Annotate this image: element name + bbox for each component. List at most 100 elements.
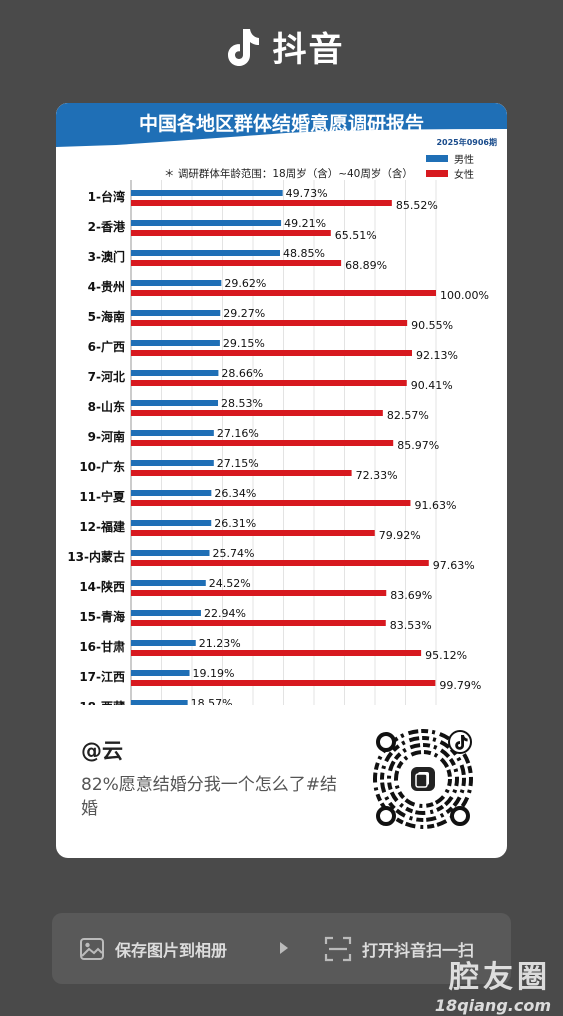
male-bar [131,670,190,676]
female-bar [131,350,412,356]
report-banner [56,103,507,147]
female-bar [131,500,411,506]
legend-male-label: 男性 [454,155,474,166]
female-bar [131,470,352,476]
qr-code-icon [373,729,473,829]
play-arrow-icon [280,942,288,954]
legend-male: 男性 [426,151,474,166]
category-label: 4-贵州 [88,279,125,294]
male-bar [131,550,210,556]
female-value-label: 83.53% [390,619,432,632]
open-scan-button[interactable]: 打开抖音扫一扫 [324,913,474,984]
app-name: 抖音 [272,30,345,70]
open-scan-label: 打开抖音扫一扫 [362,940,475,960]
category-label: 8-山东 [88,399,125,414]
category-label: 11-宁夏 [79,489,126,504]
female-value-label: 90.41% [411,379,453,392]
category-label: 1-台湾 [88,189,125,204]
category-label: 3-澳门 [88,249,125,264]
watermark: 腔友圈 18qiang.com [435,952,551,1015]
male-value-label: 27.15% [217,457,259,470]
female-value-label: 65.51% [335,229,377,242]
male-bar [131,580,206,586]
male-bar [131,190,283,196]
female-value-label: 95.12% [425,649,467,662]
category-label: 15-青海 [79,609,125,624]
male-bar [131,340,220,346]
legend-female: 女性 [426,166,474,181]
male-value-label: 29.27% [223,307,265,320]
female-value-label: 92.13% [416,349,458,362]
male-bar [131,370,219,376]
watermark-main: 腔友圈 [449,960,551,995]
male-value-label: 19.19% [193,667,235,680]
male-value-label: 49.73% [286,187,328,200]
female-bar [131,530,375,536]
male-bar [131,250,280,256]
female-value-label: 91.63% [414,499,456,512]
female-value-label: 82.57% [387,409,429,422]
female-bar [131,230,331,236]
female-bar [131,440,394,446]
report-image: 中国各地区群体结婚意愿调研报告 2025年0906期 ＊ 调研群体年龄范围：18… [56,103,507,705]
douyin-brand: 抖音 [0,22,563,71]
female-value-label: 97.63% [433,559,475,572]
category-label: 10-广东 [79,459,125,474]
category-label: 16-甘肃 [79,639,125,654]
female-value-label: 100.00% [440,289,489,302]
female-bar [131,410,383,416]
category-label: 7-河北 [88,369,125,384]
female-bar [131,290,436,296]
post-caption: 82%愿意结婚分我一个怎么了#结婚 [81,775,338,819]
male-bar [131,700,188,705]
bottom-action-bar: 保存图片到相册 打开抖音扫一扫 [52,913,511,984]
category-label: 6-广西 [88,339,125,354]
male-bar [131,310,221,316]
category-label: 14-陕西 [79,579,125,594]
legend-female-swatch [426,170,448,177]
male-bar [131,400,219,406]
category-label: 17-江西 [79,669,125,684]
female-bar [131,380,407,386]
watermark-url: 18qiang.com [434,996,551,1015]
male-bar [131,520,212,526]
male-value-label: 22.94% [204,607,246,620]
male-value-label: 24.52% [209,577,251,590]
male-value-label: 26.34% [214,487,256,500]
post-info: @云 82%愿意结婚分我一个怎么了#结婚 [81,735,337,819]
male-value-label: 48.85% [283,247,325,260]
female-bar [131,320,408,326]
report-issue: 2025年0906期 [436,138,497,147]
image-icon [80,937,104,960]
female-value-label: 83.69% [390,589,432,602]
male-bar [131,460,214,466]
female-value-label: 85.97% [397,439,439,452]
category-label: 2-香港 [88,219,126,234]
male-value-label: 26.31% [214,517,256,530]
report-age-range: ＊ 调研群体年龄范围：18周岁（含）~40周岁（含） [164,168,413,180]
female-bar [131,650,422,656]
female-value-label: 85.52% [396,199,438,212]
female-value-label: 90.55% [411,319,453,332]
male-value-label: 28.53% [221,397,263,410]
male-bar [131,490,212,496]
save-to-album-button[interactable]: 保存图片到相册 [79,913,227,984]
category-label: 18-西藏 [79,699,125,705]
male-value-label: 29.15% [223,337,265,350]
male-bar [131,220,282,226]
male-value-label: 25.74% [213,547,255,560]
marriage-willingness-chart: 1-台湾 49.73% 85.52% 2-香港 49.21% 65.51% 3-澳门 48.8… [67,180,489,705]
male-value-label: 27.16% [217,427,259,440]
female-bar [131,590,387,596]
female-bar [131,260,342,266]
category-label: 13-内蒙古 [67,549,125,564]
female-bar [131,560,429,566]
male-value-label: 28.66% [221,367,263,380]
male-bar [131,280,222,286]
legend-female-label: 女性 [454,170,474,181]
female-value-label: 72.33% [356,469,398,482]
save-to-album-label: 保存图片到相册 [115,940,228,960]
scan-icon [324,936,352,961]
female-value-label: 68.89% [345,259,387,272]
male-bar [131,610,201,616]
